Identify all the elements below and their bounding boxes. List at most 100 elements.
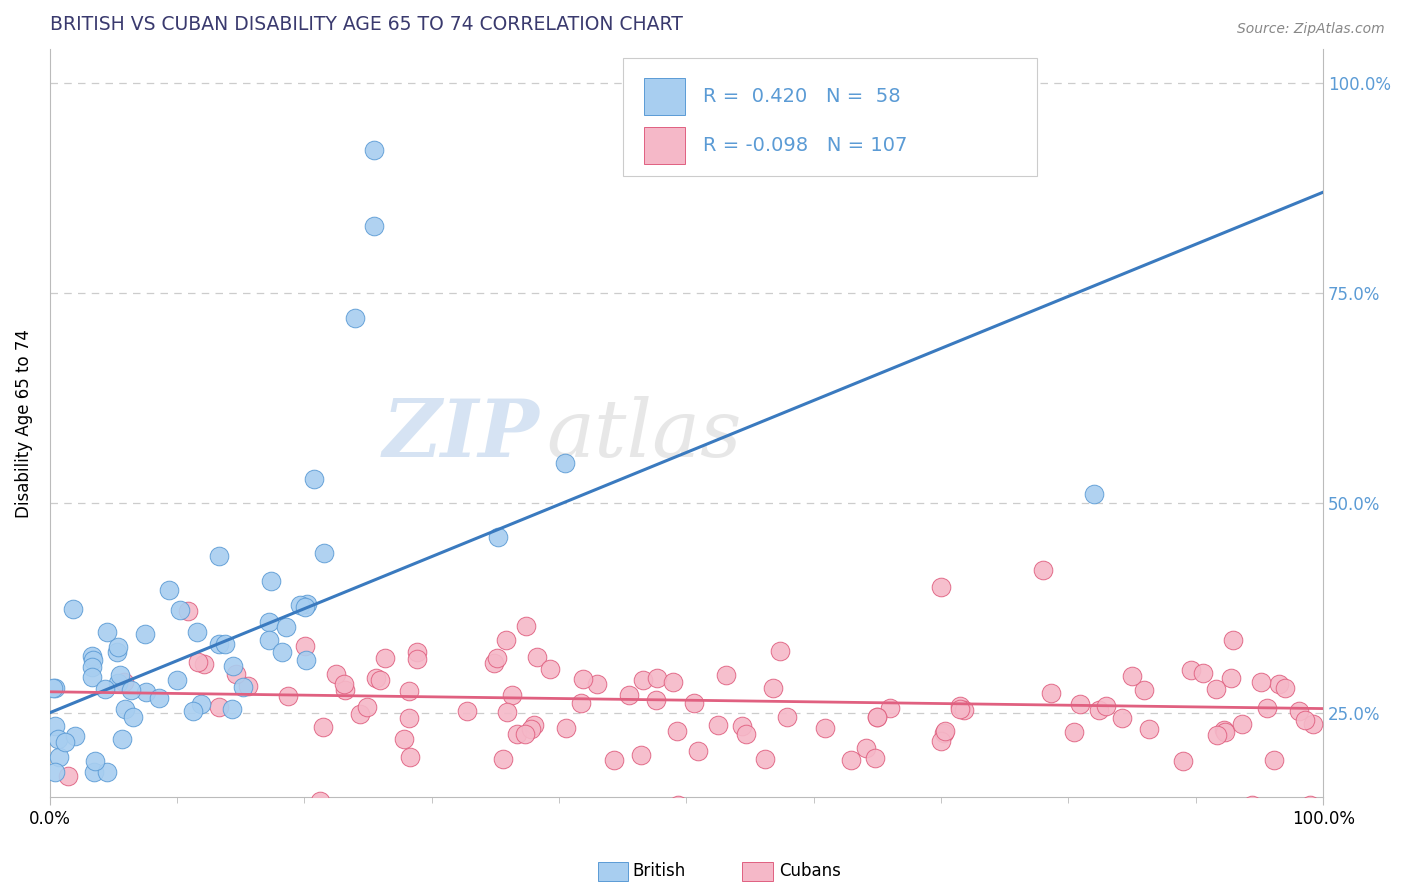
Point [492,752,515,766]
Point [232,680,254,694]
Point [108,667,131,681]
Point [866,709,889,723]
Point [1205,681,1227,696]
Point [96,624,118,639]
Point [208,637,231,651]
Point [295,653,318,667]
Point [294,639,316,653]
Point [645,671,668,685]
Point [929,580,952,594]
Point [157,582,180,597]
Point [208,549,231,563]
Point [63,729,86,743]
Point [1232,716,1254,731]
Point [666,798,689,813]
Point [482,656,505,670]
Point [406,645,429,659]
Point [855,740,877,755]
Point [187,655,209,669]
Point [276,620,298,634]
Text: atlas: atlas [547,395,742,473]
Point [270,645,292,659]
Point [169,603,191,617]
Point [190,697,212,711]
Point [294,599,316,614]
Point [325,667,347,681]
Point [399,750,422,764]
Point [1063,725,1085,739]
Point [176,604,198,618]
Point [523,718,546,732]
Point [513,727,536,741]
Point [879,701,901,715]
Point [734,727,756,741]
Point [364,671,387,685]
Point [762,681,785,695]
Point [221,701,243,715]
Point [259,574,281,589]
Point [48,750,70,764]
Point [754,752,776,766]
Point [932,726,955,740]
Point [1173,754,1195,768]
Point [83,754,105,768]
Point [214,637,236,651]
Point [356,699,378,714]
Point [1088,703,1111,717]
Point [496,705,519,719]
Point [602,753,624,767]
Point [538,662,561,676]
Point [645,693,668,707]
Text: Cubans: Cubans [779,863,841,880]
Point [1040,686,1063,700]
Point [308,794,330,808]
Point [398,683,420,698]
Point [53,734,76,748]
Point [683,696,706,710]
Point [555,722,578,736]
Point [1206,728,1229,742]
Text: British: British [633,863,686,880]
Point [769,644,792,658]
Point [368,673,391,687]
Point [501,688,523,702]
Point [1222,633,1244,648]
Point [46,732,69,747]
Point [304,472,326,486]
Point [1111,710,1133,724]
Point [148,690,170,705]
Point [259,633,281,648]
Point [312,547,335,561]
Point [630,747,652,762]
Point [841,753,863,767]
Point [526,650,548,665]
Point [1274,681,1296,695]
Point [83,764,105,779]
Point [333,677,356,691]
Point [225,667,247,681]
Point [181,704,204,718]
Point [82,659,104,673]
Point [1250,675,1272,690]
Point [277,689,299,703]
Point [114,702,136,716]
FancyBboxPatch shape [623,58,1036,177]
Point [688,744,710,758]
Point [107,675,129,690]
Point [56,769,79,783]
Point [257,615,280,629]
Point [1288,704,1310,718]
Point [731,719,754,733]
Point [456,704,478,718]
Point [1069,697,1091,711]
Point [1180,663,1202,677]
Text: BRITISH VS CUBAN DISABILITY AGE 65 TO 74 CORRELATION CHART: BRITISH VS CUBAN DISABILITY AGE 65 TO 74… [49,15,682,34]
Point [949,701,972,715]
Point [186,624,208,639]
Point [1294,713,1316,727]
Point [1241,798,1264,813]
Point [297,597,319,611]
Point [166,673,188,687]
Point [1263,753,1285,767]
Point [619,688,641,702]
